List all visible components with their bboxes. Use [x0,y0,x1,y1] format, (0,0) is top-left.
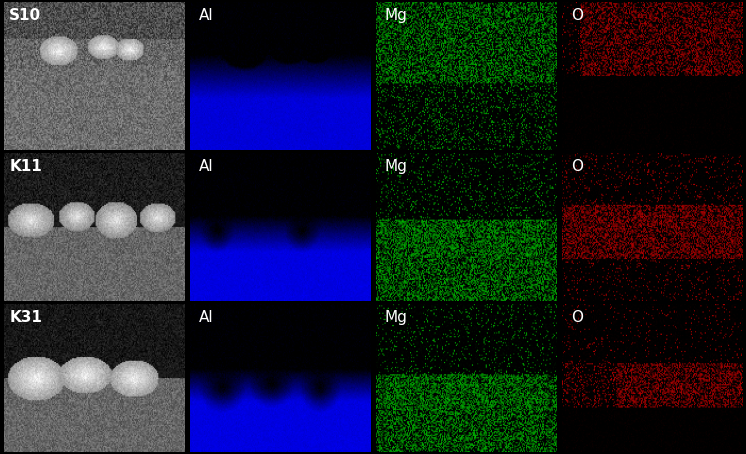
Text: O: O [571,310,583,325]
Text: Mg: Mg [385,159,408,174]
Text: Mg: Mg [385,310,408,325]
Text: Al: Al [199,8,213,23]
Text: Al: Al [199,310,213,325]
Text: K31: K31 [9,310,42,325]
Text: Al: Al [199,159,213,174]
Text: Mg: Mg [385,8,408,23]
Text: O: O [571,8,583,23]
Text: K11: K11 [9,159,42,174]
Text: O: O [571,159,583,174]
Text: S10: S10 [9,8,41,23]
